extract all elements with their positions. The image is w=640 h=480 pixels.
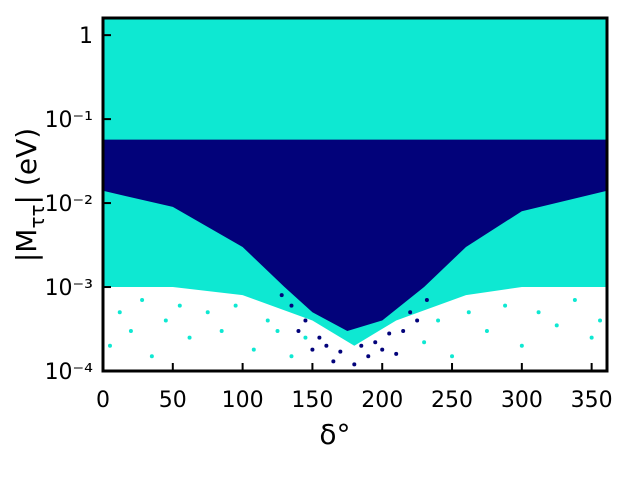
y-tick-label: 10⁻³	[45, 276, 93, 301]
y-label-part: |M	[10, 229, 43, 263]
point	[422, 340, 427, 345]
point	[187, 335, 192, 340]
point	[401, 328, 406, 333]
point	[107, 343, 112, 348]
point	[331, 359, 336, 364]
y-tick-label: 10⁻²	[45, 192, 93, 217]
x-tick-label: 250	[431, 388, 473, 413]
point	[572, 298, 577, 303]
x-tick-label: 100	[222, 388, 264, 413]
point	[359, 343, 364, 348]
point	[554, 323, 559, 328]
point	[519, 343, 524, 348]
x-axis-label: δ°	[319, 418, 350, 451]
x-tick-label: 350	[571, 388, 613, 413]
point	[296, 328, 301, 333]
plot-frame	[101, 16, 609, 373]
point	[117, 310, 122, 315]
x-tick-label: 50	[159, 388, 187, 413]
point	[408, 310, 413, 315]
y-tick-label: 10⁻⁴	[45, 360, 94, 385]
y-label-part: | (eV)	[10, 128, 43, 205]
point	[503, 303, 508, 308]
y-tick-label: 10⁻¹	[45, 108, 93, 133]
point	[265, 318, 270, 323]
point	[140, 298, 145, 303]
point	[366, 354, 371, 359]
y-axis-label: |Mττ| (eV)	[10, 128, 49, 262]
plot-area	[103, 18, 607, 367]
point	[338, 349, 343, 354]
point	[436, 318, 441, 323]
point	[450, 354, 455, 359]
x-tick-label: 150	[291, 388, 333, 413]
point	[415, 318, 420, 323]
point	[279, 293, 284, 298]
point	[387, 331, 392, 336]
point	[303, 335, 308, 340]
x-tick-label: 0	[96, 388, 110, 413]
point	[310, 347, 315, 352]
point	[352, 362, 357, 367]
point	[373, 340, 378, 345]
point	[233, 303, 238, 308]
y-label-sub: ττ	[25, 204, 49, 228]
x-tick-label: 300	[501, 388, 543, 413]
point	[466, 310, 471, 315]
point	[177, 303, 182, 308]
point	[289, 303, 294, 308]
point	[598, 318, 603, 323]
point	[424, 298, 429, 303]
y-tick-label: 1	[79, 24, 93, 49]
point	[536, 310, 541, 315]
point	[289, 354, 294, 359]
point	[303, 318, 308, 323]
point	[589, 335, 594, 340]
point	[163, 318, 168, 323]
point	[394, 351, 399, 356]
point	[251, 347, 256, 352]
point	[324, 343, 329, 348]
point	[484, 328, 489, 333]
point	[205, 310, 210, 315]
point	[149, 354, 154, 359]
point	[128, 328, 133, 333]
band	[103, 139, 607, 331]
point	[317, 335, 322, 340]
point	[219, 328, 224, 333]
point	[275, 328, 280, 333]
point	[380, 347, 385, 352]
x-tick-label: 200	[361, 388, 403, 413]
